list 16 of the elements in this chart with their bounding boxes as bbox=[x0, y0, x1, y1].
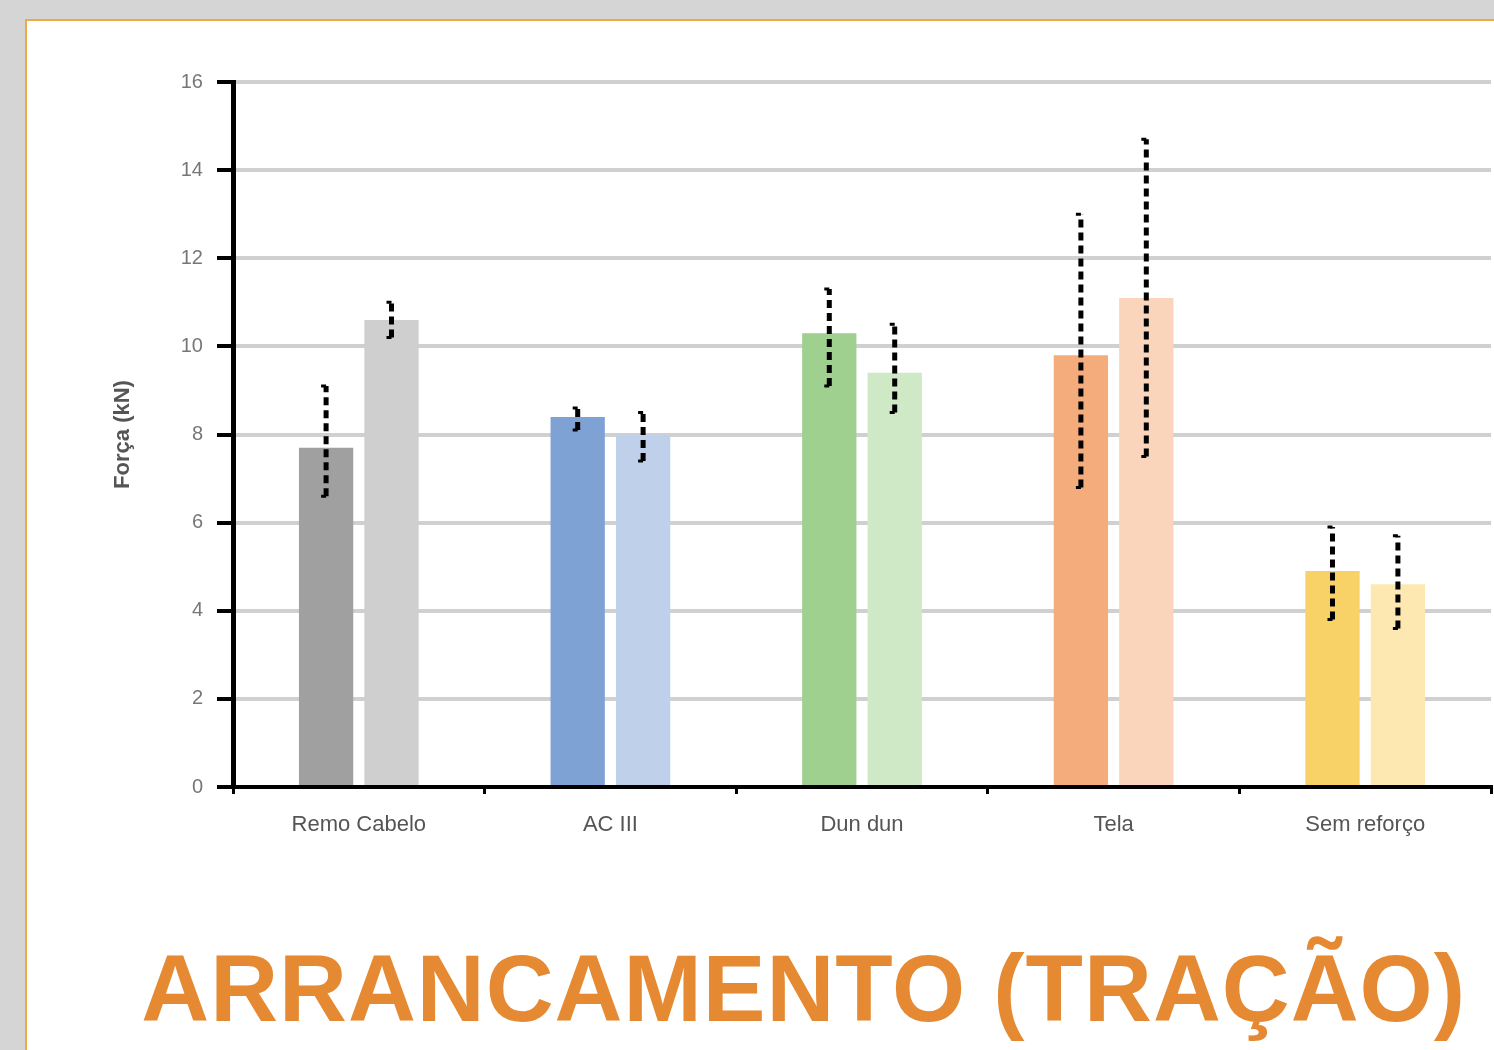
y-tick-label: 14 bbox=[180, 157, 203, 180]
y-axis-title: Força (kN) bbox=[109, 380, 135, 489]
x-tick-label: Remo Cabelo bbox=[291, 811, 427, 837]
x-tick-label: Sem reforço bbox=[1305, 811, 1426, 837]
y-tick-label: 6 bbox=[191, 510, 203, 533]
y-tick-label: 0 bbox=[191, 774, 203, 797]
text: ARRANCAMENTO (TRAÇÃO) bbox=[140, 935, 1467, 1043]
x-tick-label: Tela bbox=[1093, 811, 1135, 837]
y-tick-label: 16 bbox=[180, 69, 203, 92]
y-tick-label: 4 bbox=[191, 598, 203, 621]
y-tick-label: 8 bbox=[191, 422, 203, 445]
y-tick-label: 10 bbox=[180, 333, 203, 356]
y-tick-label: 2 bbox=[191, 686, 203, 709]
x-tick-label: Dun dun bbox=[820, 811, 904, 837]
x-tick-label: AC III bbox=[582, 811, 638, 837]
y-tick-label: 12 bbox=[180, 245, 203, 268]
